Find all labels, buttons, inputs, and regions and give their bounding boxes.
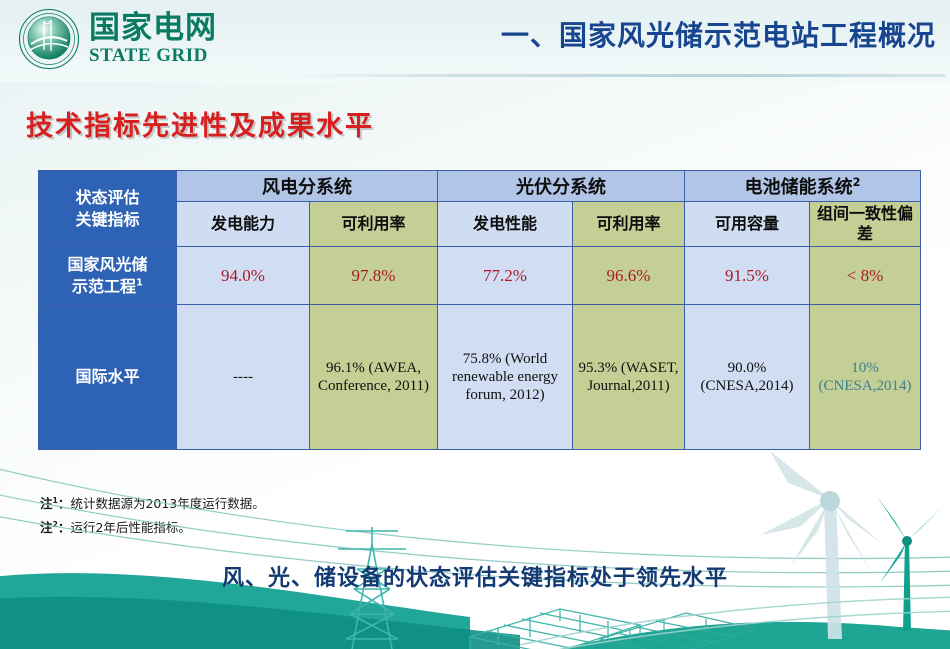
footnote-1-key: 注 [40,496,53,511]
footnote-2-text: 运行2年后性能指标。 [70,520,191,536]
footer-decoration [0,451,950,649]
header-divider [290,74,945,77]
group-sup-storage: 2 [852,176,861,189]
ground-shape-left-dark [0,596,520,649]
slide-header: 国家电网 STATE GRID 一、国家风光储示范电站工程概况 [0,0,950,82]
logo-english-name: STATE GRID [89,45,208,66]
cell-demo-wind-availability: 97.8% [309,246,438,305]
subheader-consistency-deviation: 组间一致性偏差 [808,201,922,247]
power-line-icon-right [519,596,950,649]
subheader-wind-capacity: 发电能力 [176,201,310,247]
cell-intl-wind-capacity: ---- [176,304,310,450]
indicators-table: 状态评估 关键指标 风电分系统 光伏分系统 电池储能系统2 发电能力 可利用率 … [38,170,922,450]
group-label-storage: 电池储能系统 [744,177,853,198]
logo-text: 国家电网 STATE GRID [89,10,217,66]
row-label-international: 国际水平 [38,304,177,450]
table-subheader-row: 发电能力 可利用率 发电性能 可利用率 可用容量 组间一致性偏差 [39,201,922,247]
page-title: 一、国家风光储示范电站工程概况 [500,19,936,52]
group-header-pv: 光伏分系统 [437,170,685,202]
group-header-wind: 风电分系统 [176,170,438,202]
row-label-line1: 国家风光储 [67,254,148,274]
state-grid-logo: 国家电网 STATE GRID [18,8,217,70]
subheader-pv-availability: 可利用率 [572,201,685,247]
footnote-1-text: 统计数据源为2013年度运行数据。 [70,496,265,511]
footnote-2: 注2：运行2年后性能指标。 [40,516,265,540]
logo-chinese-name: 国家电网 [89,10,217,46]
cell-demo-consistency: < 8% [808,246,922,305]
footnote-1: 注1：统计数据源为2013年度运行数据。 [40,492,265,516]
group-header-storage: 电池储能系统2 [683,170,922,202]
cell-demo-wind-capacity: 94.0% [176,246,310,305]
group-label-pv: 光伏分系统 [516,177,606,198]
cell-demo-pv-performance: 77.2% [437,246,573,305]
cell-intl-consistency: 10% (CNESA,2014) [808,304,922,450]
wind-turbine-icon [760,451,884,639]
row-label-demo-project: 国家风光储 示范工程1 [38,246,177,305]
footnote-2-key: 注 [40,520,53,536]
solar-array-icon [467,608,643,649]
footnote-2-sep: ： [57,520,71,536]
row-label-line2: 示范工程 [72,276,137,296]
table-corner-header: 状态评估 关键指标 [38,170,177,247]
corner-label-line2: 关键指标 [75,209,140,229]
conclusion-text: 风、光、储设备的状态评估关键指标处于领先水平 [221,566,728,591]
row-label-sup: 1 [136,277,143,289]
cell-demo-pv-availability: 96.6% [572,246,685,305]
cell-intl-pv-performance: 75.8% (World renewable energy forum, 201… [437,304,573,450]
table-row: 国家风光储 示范工程1 94.0% 97.8% 77.2% 96.6% 91.5… [38,246,922,305]
state-grid-globe-icon [18,8,80,70]
ground-shape-right [560,621,950,649]
corner-label-line1: 状态评估 [75,187,140,207]
subheader-wind-availability: 可利用率 [309,201,438,247]
subheader-usable-capacity: 可用容量 [684,201,810,247]
section-heading: 技术指标先进性及成果水平 [26,111,374,142]
footnote-1-sep: ： [57,496,71,511]
table-header-group-row: 状态评估 关键指标 风电分系统 光伏分系统 电池储能系统2 [38,170,922,247]
cell-intl-usable-capacity: 90.0% (CNESA,2014) [684,304,810,450]
solar-array-icon-2 [597,612,759,649]
cell-demo-usable-capacity: 91.5% [684,246,810,305]
group-label-wind: 风电分系统 [262,177,352,198]
cell-intl-pv-availability: 95.3% (WASET, Journal,2011) [572,304,685,450]
footnotes: 注1：统计数据源为2013年度运行数据。 注2：运行2年后性能指标。 [40,492,265,541]
cell-intl-wind-availability: 96.1% (AWEA, Conference, 2011) [309,304,438,450]
subheader-pv-performance: 发电性能 [437,201,573,247]
table-row: 国际水平 ---- 96.1% (AWEA, Conference, 2011)… [38,304,922,450]
